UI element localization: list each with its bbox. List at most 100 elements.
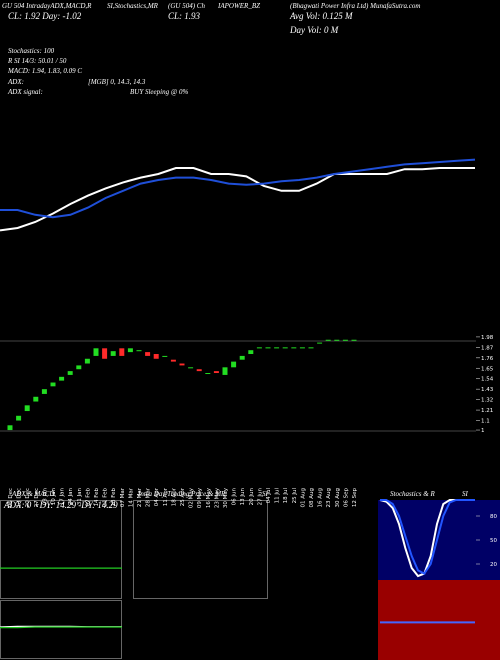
x-tick-label: 25 Apr <box>180 487 186 506</box>
x-tick-label: 30 Aug <box>335 488 341 508</box>
x-tick-label: 04 Jul <box>266 488 272 504</box>
candle-body <box>205 373 211 375</box>
header-text: (GU 504) Ch <box>168 2 205 10</box>
x-tick-label: 18 Apr <box>171 487 177 506</box>
y-tick-label: 50 <box>490 538 497 544</box>
y-tick-label: 1.21 <box>481 408 493 414</box>
candle-body <box>102 348 108 359</box>
x-tick-label: 20 Dec <box>25 488 31 507</box>
header-text: ADX: <box>7 78 24 86</box>
x-tick-label: 01 Aug <box>300 488 306 508</box>
y-tick-label: 1.32 <box>481 398 493 404</box>
candle-body <box>7 425 13 431</box>
candle-body <box>153 354 159 359</box>
candle-body <box>351 339 357 341</box>
x-tick-label: 18 Jul <box>283 488 289 504</box>
x-tick-label: 02 May <box>189 487 195 508</box>
candle-body <box>325 339 331 341</box>
x-tick-label: 03 Jan <box>42 487 48 505</box>
candle-body <box>342 339 348 341</box>
header-text: GU 504 IntradayADX,MACD,R <box>2 2 92 10</box>
panel-background <box>378 580 500 660</box>
x-tick-label: 25 Jul <box>292 488 298 504</box>
x-tick-label: 08 Aug <box>309 488 315 508</box>
header-text: SI,Stochastics,MR <box>107 2 159 10</box>
y-tick-label: 1.98 <box>481 335 494 341</box>
candle-body <box>299 347 305 349</box>
x-tick-label: 06 Sep <box>343 488 349 508</box>
x-tick-label: 16 Aug <box>318 488 324 508</box>
candle-body <box>33 396 39 402</box>
header-text: CL: 1.93 <box>168 11 201 21</box>
panel-title: SI <box>462 490 469 498</box>
y-tick-label: 1.76 <box>481 356 494 362</box>
x-tick-label: 14 Mar <box>128 487 134 507</box>
x-tick-label: 13 Jun <box>240 487 246 505</box>
header-text: IAPOWER_BZ <box>217 2 260 10</box>
candle-body <box>248 350 254 355</box>
x-tick-label: 21 Mar <box>137 487 143 507</box>
panel-frame <box>133 500 268 599</box>
x-tick-label: 28 Feb <box>111 488 117 507</box>
header-text: (Bhagwati Power Infra Ltd) MunafaSutra.c… <box>290 2 420 10</box>
header-text: R SI 14/3: 50.01 / 50 <box>7 57 67 65</box>
panel-title: Intra Day Trading Price & MR <box>137 490 226 498</box>
candle-body <box>93 348 99 356</box>
x-tick-label: 28 Mar <box>146 487 152 507</box>
header-text: Day Vol: 0 M <box>289 25 339 35</box>
candle-body <box>179 363 185 366</box>
x-tick-label: 20 Jun <box>249 487 255 505</box>
x-tick-label: 07 Feb <box>85 488 91 507</box>
x-tick-label: 12 Sep <box>352 488 358 508</box>
header-text: BUY Sleeping @ 0% <box>130 88 189 96</box>
candle-body <box>213 371 219 374</box>
candle-body <box>170 359 176 362</box>
y-tick-label: 1.87 <box>481 345 494 351</box>
candle-body <box>41 389 47 394</box>
indicator-line <box>0 167 475 232</box>
y-tick-label: 80 <box>490 514 497 520</box>
x-tick-label: 06 Jun <box>232 487 238 505</box>
x-tick-label: 21 Feb <box>103 488 109 507</box>
header-text: Avg Vol: 0.125 M <box>289 11 353 21</box>
candle-body <box>231 361 237 368</box>
candle-body <box>67 371 73 375</box>
header-text: [MGB] 0, 14.3, 14.3 <box>88 78 146 86</box>
candle-body <box>16 415 22 421</box>
x-tick-label: 23 Aug <box>326 488 332 508</box>
y-tick-label: 1.43 <box>481 387 494 393</box>
candle-body <box>127 348 133 353</box>
x-tick-label: 06 Dec <box>8 488 14 507</box>
x-tick-label: 11 Jul <box>275 488 281 504</box>
x-tick-label: 04 Apr <box>154 487 160 506</box>
candle-body <box>196 369 202 372</box>
candle-body <box>282 347 288 349</box>
x-tick-label: 27 Dec <box>34 488 40 507</box>
x-tick-label: 11 Apr <box>163 487 169 506</box>
x-tick-label: 24 Jan <box>68 487 74 505</box>
candle-body <box>265 347 271 349</box>
panel-title: SI <box>262 490 269 498</box>
indicator-line <box>0 626 122 629</box>
x-tick-label: 31 Jan <box>77 487 83 505</box>
candle-body <box>274 347 280 349</box>
y-tick-label: 1 <box>481 428 485 434</box>
candle-body <box>239 355 245 360</box>
candle-body <box>222 367 228 375</box>
header-text: MACD: 1.94, 1.83, 0.09 C <box>7 67 82 75</box>
indicator-line <box>0 158 476 219</box>
candle-body <box>291 347 297 349</box>
y-tick-label: 1.54 <box>481 377 494 383</box>
x-tick-label: 30 May <box>223 487 229 508</box>
candle-body <box>317 342 323 344</box>
y-tick-label: 20 <box>490 562 497 568</box>
candle-body <box>188 367 194 369</box>
panel-title: Stochastics & R <box>390 490 435 498</box>
y-tick-label: 1.65 <box>481 366 494 372</box>
candle-body <box>256 347 262 349</box>
candle-body <box>110 351 116 356</box>
candle-body <box>145 352 151 356</box>
candle-body <box>119 348 125 356</box>
x-tick-label: 23 May <box>214 487 220 508</box>
